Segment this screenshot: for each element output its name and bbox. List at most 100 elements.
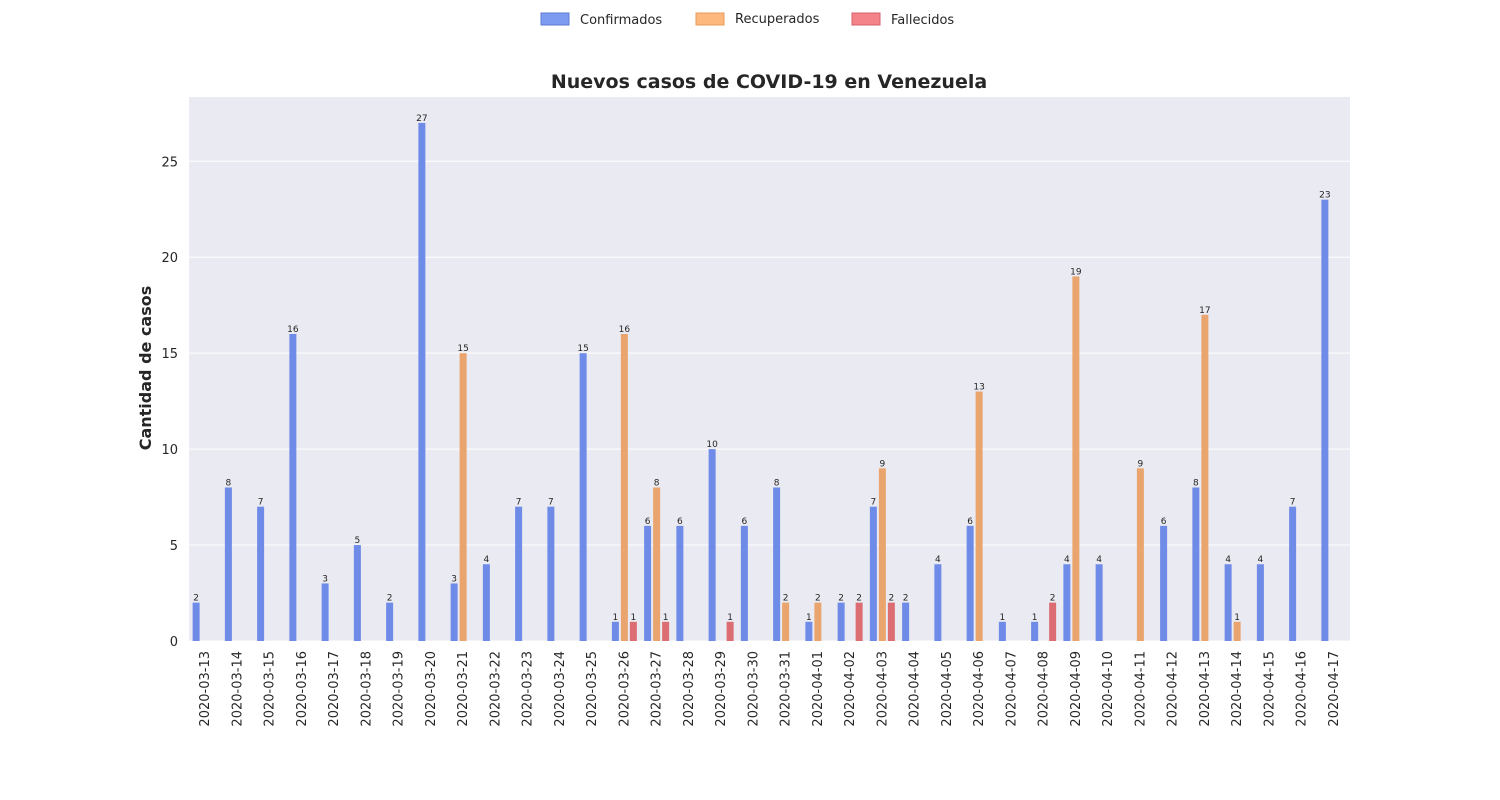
- bar-confirmados: [1192, 487, 1200, 641]
- bar-confirmados: [1321, 199, 1329, 641]
- bar-value-label: 7: [1290, 498, 1296, 508]
- x-tick-label: 2020-03-27: [650, 651, 665, 727]
- bar-value-label: 8: [774, 478, 780, 488]
- bars: [192, 122, 1329, 641]
- x-tick-label: 2020-04-03: [875, 651, 890, 727]
- bar-value-label: 4: [1064, 555, 1070, 565]
- x-tick-label: 2020-03-29: [714, 651, 729, 727]
- bar-value-label: 19: [1070, 267, 1082, 277]
- bar-value-label: 2: [856, 594, 862, 604]
- bar-confirmados: [386, 602, 394, 641]
- bar-value-label: 1: [631, 613, 637, 623]
- bar-value-label: 8: [226, 478, 232, 488]
- bar-confirmados: [1160, 525, 1168, 641]
- x-tick-label: 2020-03-24: [553, 651, 568, 727]
- x-tick-label: 2020-04-04: [908, 651, 923, 727]
- x-tick-label: 2020-04-13: [1198, 651, 1213, 727]
- bar-recuperados: [459, 353, 467, 641]
- bar-confirmados: [934, 564, 942, 641]
- x-tick-label: 2020-04-17: [1327, 651, 1342, 727]
- bar-recuperados: [1072, 276, 1080, 641]
- x-tick-label: 2020-04-07: [1004, 651, 1019, 727]
- bar-fallecidos: [629, 621, 637, 641]
- chart-title: Nuevos casos de COVID-19 en Venezuela: [551, 71, 987, 93]
- bar-confirmados: [644, 525, 652, 641]
- bar-value-label: 1: [727, 613, 733, 623]
- bar-confirmados: [902, 602, 910, 641]
- x-tick-label: 2020-04-11: [1133, 651, 1148, 727]
- x-tick-label: 2020-04-05: [940, 651, 955, 727]
- bar-recuperados: [975, 391, 983, 641]
- bar-value-label: 6: [1161, 517, 1167, 527]
- bar-confirmados: [676, 525, 684, 641]
- bar-value-label: 3: [322, 574, 328, 584]
- bar-recuperados: [1201, 314, 1209, 641]
- x-tick-label: 2020-04-16: [1295, 651, 1310, 727]
- bar-value-label: 5: [355, 536, 361, 546]
- bar-value-label: 7: [871, 498, 877, 508]
- bar-value-label: 2: [838, 594, 844, 604]
- bar-value-label: 6: [967, 517, 973, 527]
- bar-value-label: 4: [1096, 555, 1102, 565]
- bar-value-label: 16: [287, 325, 299, 335]
- bar-value-label: 2: [193, 594, 199, 604]
- x-tick-label: 2020-04-06: [972, 651, 987, 727]
- x-tick-label: 2020-03-15: [263, 651, 278, 727]
- bar-confirmados: [1031, 621, 1039, 641]
- bar-fallecidos: [1049, 602, 1057, 641]
- bar-value-label: 15: [577, 344, 588, 354]
- bar-fallecidos: [855, 602, 863, 641]
- x-tick-label: 2020-03-16: [295, 651, 310, 727]
- x-tick-label: 2020-03-28: [682, 651, 697, 727]
- legend-label-confirmados: Confirmados: [580, 13, 662, 28]
- bar-recuperados: [653, 487, 661, 641]
- bar-confirmados: [805, 621, 813, 641]
- bar-recuperados: [814, 602, 822, 641]
- bar-confirmados: [1063, 564, 1071, 641]
- bar-confirmados: [773, 487, 781, 641]
- bar-confirmados: [224, 487, 232, 641]
- bar-confirmados: [837, 602, 845, 641]
- x-tick-label: 2020-04-08: [1037, 651, 1052, 727]
- y-tick-label: 0: [170, 635, 178, 650]
- y-tick-label: 25: [161, 155, 178, 170]
- legend-item-recuperados: Recuperados: [695, 12, 820, 27]
- bar-value-label: 6: [645, 517, 651, 527]
- bar-value-label: 15: [457, 344, 468, 354]
- bar-value-label: 27: [416, 114, 427, 124]
- legend-swatch-fallecidos: [851, 12, 881, 26]
- legend-swatch-recuperados: [695, 12, 725, 26]
- bar-value-label: 2: [783, 594, 789, 604]
- bar-value-label: 4: [484, 555, 490, 565]
- bar-value-label: 8: [654, 478, 660, 488]
- y-tick-label: 10: [161, 443, 178, 458]
- bar-value-label: 9: [1138, 459, 1144, 469]
- bar-confirmados: [257, 506, 265, 641]
- x-tick-label: 2020-03-19: [392, 651, 407, 727]
- bar-confirmados: [579, 353, 587, 641]
- bar-confirmados: [708, 449, 716, 641]
- bar-value-label: 7: [258, 498, 264, 508]
- y-tick-label: 5: [170, 539, 178, 554]
- bar-fallecidos: [887, 602, 895, 641]
- bar-fallecidos: [662, 621, 670, 641]
- bar-confirmados: [192, 602, 200, 641]
- bar-value-label: 8: [1193, 478, 1199, 488]
- x-tick-label: 2020-03-21: [456, 651, 471, 727]
- bar-value-label: 13: [973, 383, 984, 393]
- legend: Confirmados Recuperados Fallecidos: [540, 12, 954, 28]
- y-tick-label: 15: [161, 347, 178, 362]
- bar-confirmados: [482, 564, 490, 641]
- bar-confirmados: [1289, 506, 1297, 641]
- x-tick-label: 2020-03-14: [230, 651, 245, 727]
- y-axis: 0 5 10 15 20 25: [161, 155, 178, 650]
- bar-value-label: 6: [677, 517, 683, 527]
- x-tick-label: 2020-03-26: [617, 651, 632, 727]
- bar-confirmados: [966, 525, 974, 641]
- bar-confirmados: [998, 621, 1006, 641]
- y-axis-label: Cantidad de casos: [136, 286, 155, 451]
- bar-value-label: 4: [1225, 555, 1231, 565]
- bar-value-label: 7: [516, 498, 522, 508]
